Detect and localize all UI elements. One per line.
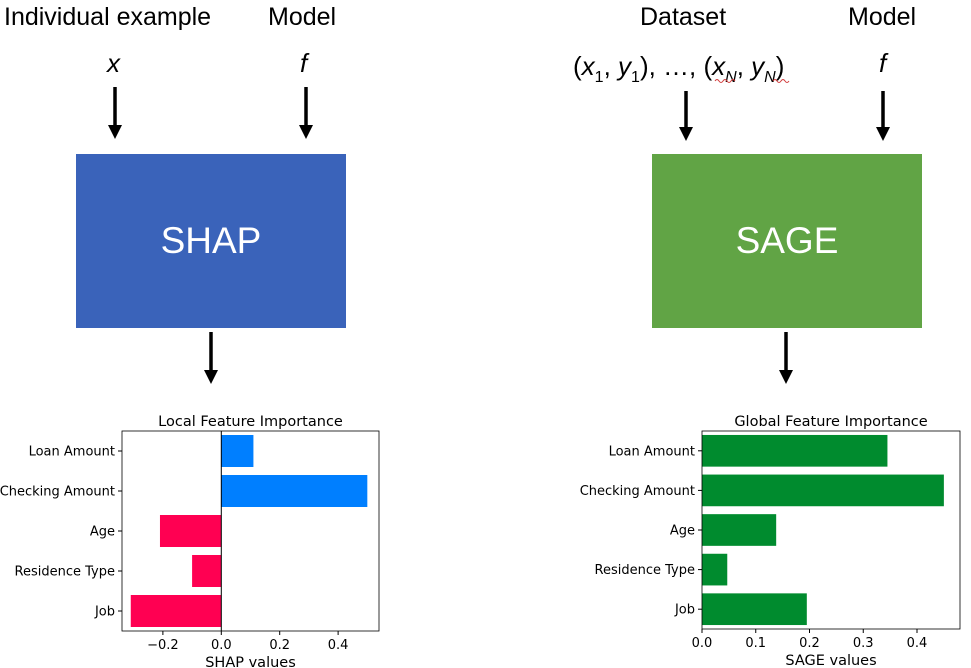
local-bar-0: [221, 435, 254, 467]
local-ytick-label-3: Residence Type: [15, 565, 115, 580]
global-xtick-label-1: 0.1: [745, 636, 766, 651]
local-bar-3: [192, 555, 222, 587]
local-ytick-label-2: Age: [90, 525, 115, 540]
individual-example-label: Individual example: [4, 3, 212, 31]
left-model-f-label: f: [300, 48, 308, 78]
sage-box-label: SAGE: [735, 220, 839, 261]
global-chart-title: Global Feature Importance: [734, 414, 927, 430]
arrows-layer: [108, 87, 890, 384]
global-ytick-label-1: Checking Amount: [580, 484, 695, 499]
local-ytick-label-1: Checking Amount: [0, 485, 115, 500]
svg-text:(x1, y1), …, (xN, yN): (x1, y1), …, (xN, yN): [573, 51, 784, 86]
global-ytick-label-3: Residence Type: [595, 563, 695, 578]
global-bar-3: [702, 553, 728, 586]
dataset-label: Dataset: [640, 3, 727, 31]
local-ytick-label-4: Job: [94, 605, 115, 620]
global-ytick-label-0: Loan Amount: [609, 444, 695, 459]
right-model-f-label: f: [879, 48, 887, 78]
local-bar-1: [221, 475, 368, 507]
local-plot-frame: [121, 430, 380, 632]
local-ytick-label-0: Loan Amount: [29, 445, 115, 460]
shap-box: SHAP: [76, 154, 346, 328]
global-xtick-label-0: 0.0: [692, 636, 713, 651]
right-model-label: Model: [848, 3, 917, 31]
dataset-expression: (x1, y1), …, (xN, yN): [573, 51, 790, 86]
global-feature-importance-chart: Global Feature Importance Loan Amount Chec…: [580, 414, 961, 668]
local-x-axis-label: SHAP values: [205, 655, 296, 668]
local-bar-2: [159, 515, 222, 547]
left-model-label: Model: [268, 3, 337, 31]
global-ytick-label-4: Job: [674, 603, 695, 618]
global-x-axis-label: SAGE values: [785, 653, 876, 668]
global-xtick-label-3: 0.3: [853, 636, 874, 651]
global-xtick-label-4: 0.4: [907, 636, 928, 651]
global-xtick-label-2: 0.2: [799, 636, 820, 651]
local-feature-importance-chart: Local Feature Importance Loan Amount Check…: [0, 414, 380, 668]
global-bar-0: [702, 434, 888, 467]
global-plot-frame: [701, 430, 961, 630]
local-xtick-label-0: −0.2: [147, 638, 179, 653]
global-bar-4: [702, 593, 807, 626]
local-chart-title: Local Feature Importance: [158, 414, 343, 430]
local-xtick-label-2: 0.2: [269, 638, 290, 653]
local-bar-4: [130, 595, 222, 627]
input-x-label: x: [107, 48, 120, 78]
global-bar-1: [702, 474, 944, 507]
global-ytick-label-2: Age: [670, 524, 695, 539]
local-xtick-label-3: 0.4: [328, 638, 349, 653]
sage-box: SAGE: [652, 154, 922, 328]
global-bar-2: [702, 514, 777, 546]
local-xtick-label-1: 0.0: [211, 638, 232, 653]
shap-box-label: SHAP: [160, 220, 262, 261]
